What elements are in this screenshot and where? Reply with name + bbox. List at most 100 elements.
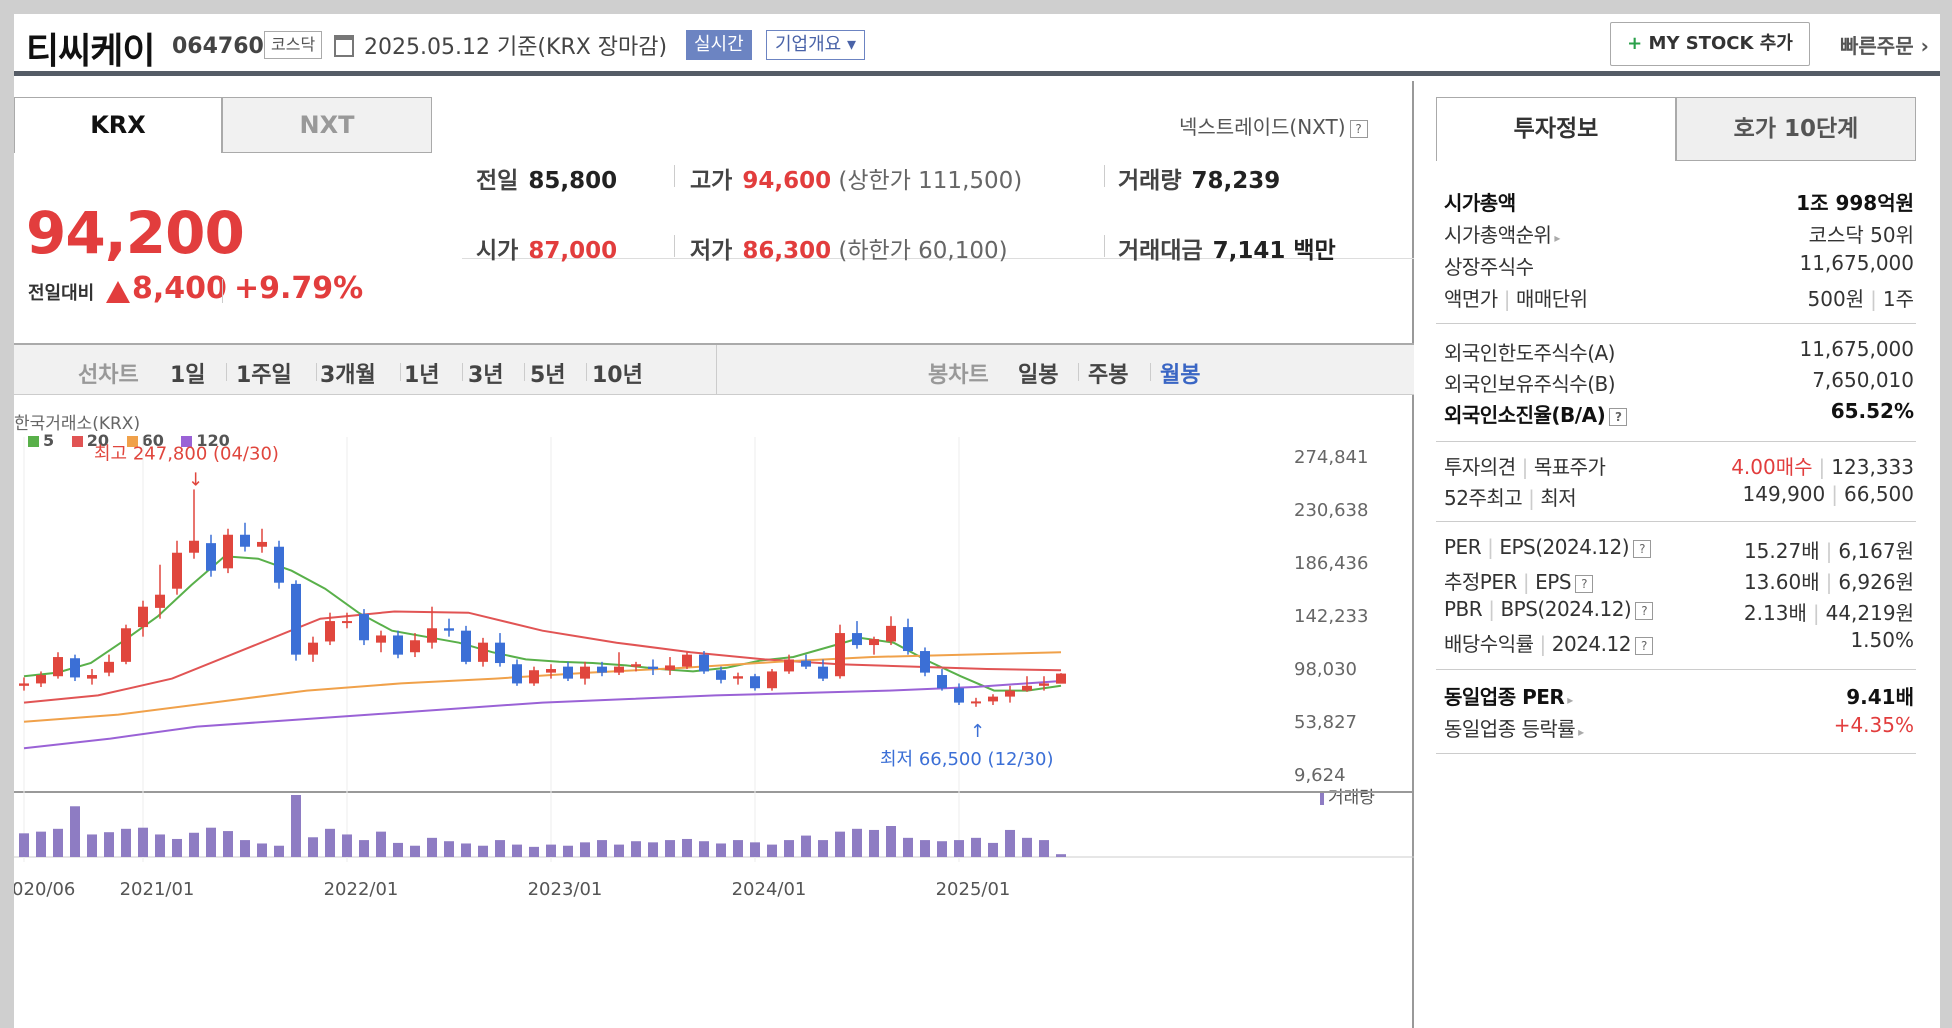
candle-body — [682, 654, 692, 667]
par-label: 액면가 — [1444, 287, 1498, 311]
help-icon[interactable]: ? — [1634, 636, 1653, 655]
foreign-hold-value: 7,650,010 — [1812, 368, 1914, 392]
foreign-limit-label: 외국인한도주식수(A) — [1444, 341, 1616, 365]
company-overview-button[interactable]: 기업개요 ▾ — [766, 30, 865, 60]
divider: | — [1488, 597, 1495, 621]
low-label: 저가 — [690, 238, 733, 264]
low-annotation: 최저 66,500 (12/30) — [880, 749, 1053, 770]
foreign-ratio-value: 65.52% — [1830, 399, 1914, 423]
eps-label: EPS(2024.12) — [1499, 535, 1630, 559]
volume-bar — [393, 842, 403, 857]
tab-nxt[interactable]: NXT — [222, 97, 432, 153]
candle-body — [614, 666, 624, 673]
candle-body — [342, 621, 352, 624]
stock-name: 티씨케이 — [26, 31, 155, 72]
divider: | — [1487, 535, 1494, 559]
ma120-line — [23, 680, 1062, 750]
candle-body — [920, 651, 930, 673]
help-icon[interactable]: ? — [1575, 574, 1594, 593]
candle-body — [172, 552, 182, 589]
target-value: 123,333 — [1831, 455, 1914, 479]
help-icon[interactable]: ? — [1609, 407, 1628, 426]
divider — [1436, 441, 1916, 442]
x-tick-label: 2020/06 — [14, 879, 75, 900]
volume-bar — [648, 842, 658, 857]
candle-monthly[interactable]: 월봉 — [1160, 363, 1201, 388]
period-1d[interactable]: 1일 — [170, 363, 206, 388]
y-tick-label: 230,638 — [1294, 500, 1368, 521]
cap-rank-value: 코스닥 50위 — [1808, 223, 1914, 247]
volume-bar — [138, 827, 148, 857]
candle-body — [818, 666, 828, 679]
tab-hoga[interactable]: 호가 10단계 — [1676, 97, 1916, 161]
add-my-stock-button[interactable]: + MY STOCK 추가 — [1610, 22, 1810, 66]
divider — [1104, 165, 1105, 187]
period-10y[interactable]: 10년 — [592, 363, 643, 388]
candle-body — [784, 659, 794, 672]
volume-bar — [495, 840, 505, 857]
period-3y[interactable]: 3년 — [468, 363, 504, 388]
quick-order-link[interactable]: 빠른주문 › — [1840, 34, 1929, 58]
help-icon[interactable]: ? — [1633, 539, 1652, 558]
chart-exchange-label: 한국거래소(KRX) — [14, 414, 141, 434]
week52-low-label: 최저 — [1540, 486, 1577, 510]
x-tick-label: 2024/01 — [732, 879, 807, 900]
volume-bar — [631, 841, 641, 857]
candle-body — [444, 628, 454, 631]
sector-per-label: 동일업종 PER — [1444, 685, 1565, 709]
divider — [586, 363, 587, 381]
open-price: 시가 87,000 — [476, 231, 617, 265]
tab-krx[interactable]: KRX — [14, 97, 222, 153]
div-date: 2024.12 — [1551, 632, 1632, 656]
period-5y[interactable]: 5년 — [530, 363, 566, 388]
volume-label: 거래량 — [1118, 168, 1182, 194]
volume-bar — [784, 840, 794, 857]
chevron-right-icon: ▸ — [1554, 231, 1560, 245]
candle-body — [767, 671, 777, 689]
tab-invest-info[interactable]: 투자정보 — [1436, 97, 1676, 161]
chart-period-bar: 선차트 1일 1주일 3개월 1년 3년 5년 10년 봉차트 일봉 주봉 월봉 — [14, 343, 1414, 395]
period-1y[interactable]: 1년 — [404, 363, 440, 388]
realtime-button[interactable]: 실시간 — [686, 30, 752, 60]
legend-swatch — [28, 436, 39, 447]
volume-bar — [1005, 829, 1015, 857]
y-tick-label: 274,841 — [1294, 447, 1368, 468]
foreign-limit-value: 11,675,000 — [1799, 337, 1914, 361]
candle-weekly[interactable]: 주봉 — [1088, 363, 1129, 388]
fper-row: 추정PER | EPS? 13.60배 | 6,926원 — [1444, 566, 1914, 596]
volume-bar — [716, 843, 726, 857]
candle-body — [750, 676, 760, 689]
volume-bar — [189, 832, 199, 857]
y-tick-label: 142,233 — [1294, 606, 1368, 627]
candle-body — [869, 639, 879, 646]
candle-body — [529, 670, 539, 684]
divider — [1436, 669, 1916, 670]
candle-body — [1039, 683, 1049, 686]
volume-bar — [801, 835, 811, 857]
sector-per-row[interactable]: 동일업종 PER ▸ 9.41배 — [1444, 681, 1914, 711]
volume-bar — [70, 806, 80, 857]
eps-value: 6,167원 — [1838, 539, 1914, 563]
help-icon[interactable]: ? — [1349, 119, 1368, 138]
sector-change-row[interactable]: 동일업종 등락률 ▸ +4.35% — [1444, 713, 1914, 743]
volume-bar — [971, 837, 981, 857]
volume-bar — [1056, 854, 1066, 857]
volume-bar — [835, 831, 845, 857]
candle-body — [665, 665, 675, 671]
legend-swatch — [71, 436, 83, 447]
candle-body — [121, 628, 131, 662]
pbr-row: PBR | BPS(2024.12)? 2.13배 | 44,219원 — [1444, 597, 1914, 627]
volume-bar — [988, 842, 998, 857]
candle-body — [427, 628, 437, 643]
period-1w[interactable]: 1주일 — [236, 363, 292, 388]
legend-ma60: 60 — [126, 431, 164, 450]
period-3m[interactable]: 3개월 — [320, 363, 376, 388]
volume-bar — [665, 840, 675, 857]
candle-daily[interactable]: 일봉 — [1018, 363, 1059, 388]
help-icon[interactable]: ? — [1635, 601, 1654, 620]
foreign-hold-row: 외국인보유주식수(B) 7,650,010 — [1444, 368, 1914, 398]
open-label: 시가 — [476, 238, 519, 264]
cap-rank-row[interactable]: 시가총액순위 ▸ 코스닥 50위 — [1444, 219, 1914, 249]
volume-bar — [529, 846, 539, 857]
volume-bar — [886, 826, 896, 857]
